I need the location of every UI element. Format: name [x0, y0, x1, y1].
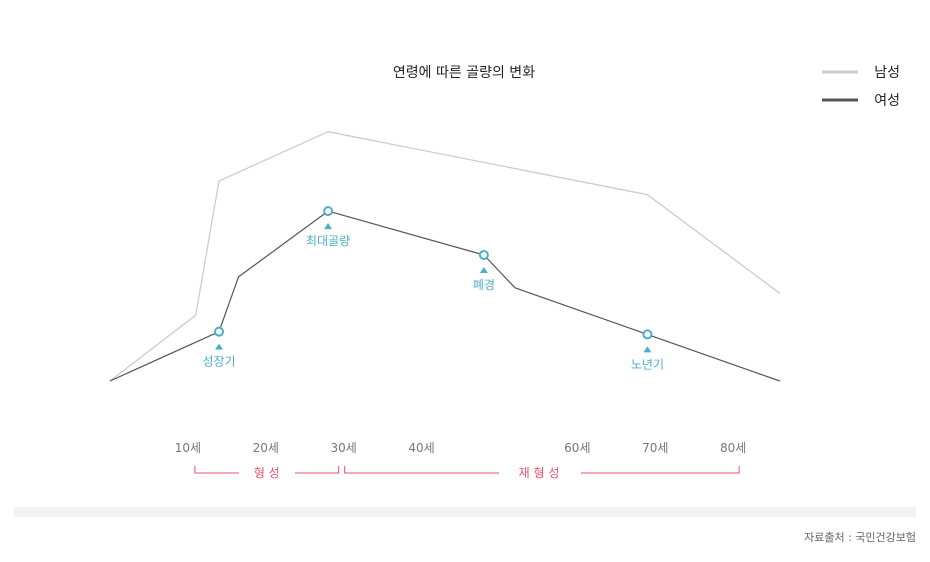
source-note: 자료출처 : 국민건강보험 [804, 531, 916, 544]
marker-point [642, 329, 653, 340]
marker-point [214, 326, 225, 337]
chart-title: 연령에 따른 골량의 변화 [393, 65, 535, 81]
x-tick-label: 10세 [175, 441, 201, 455]
x-tick-label: 20세 [253, 441, 279, 455]
marker-arrow-icon [479, 266, 488, 273]
legend-label-male: 남성 [874, 65, 900, 81]
marker-arrow-icon [215, 343, 224, 350]
series-line-female [109, 210, 780, 382]
series-line-male [109, 131, 781, 382]
legend-label-female: 여성 [874, 93, 900, 109]
annotation-label: 성장기 [202, 355, 235, 369]
annotation-label: 노년기 [631, 357, 664, 371]
legend: 남성 여성 [822, 65, 900, 109]
x-tick-label: 60세 [564, 441, 590, 455]
x-tick-label: 80세 [720, 441, 746, 455]
stage-bracket-remodeling [344, 466, 740, 474]
marker-arrow-icon [643, 346, 652, 353]
x-tick-label: 70세 [642, 441, 668, 455]
annotation-label: 최대골량 [306, 234, 350, 248]
stage-label: 재 형 성 [519, 466, 560, 480]
x-tick-label: 30세 [331, 441, 357, 455]
x-tick-label: 40세 [408, 441, 434, 455]
stage-bracket-formation [194, 466, 340, 474]
marker-arrow-icon [324, 223, 333, 230]
marker-point [478, 249, 489, 260]
marker-point [323, 206, 334, 217]
footer-divider [14, 507, 916, 517]
stage-label: 형 성 [254, 466, 280, 480]
annotation-label: 폐경 [473, 278, 495, 292]
